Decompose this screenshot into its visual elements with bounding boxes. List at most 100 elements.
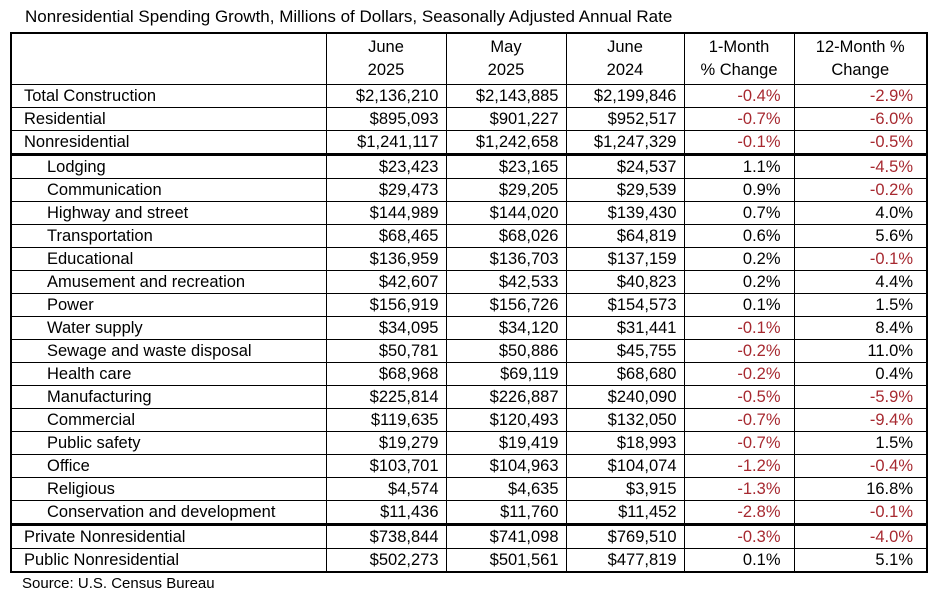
row-label: Manufacturing xyxy=(10,384,327,409)
table-header-row: June 2025 May 2025 June 2024 1-Month % C… xyxy=(10,32,928,85)
spending-table: June 2025 May 2025 June 2024 1-Month % C… xyxy=(10,32,928,573)
amount-cell: $2,143,885 xyxy=(445,83,567,108)
pct-change-cell: -0.2% xyxy=(683,338,795,363)
header-line: 2024 xyxy=(606,60,644,79)
pct-change-cell: -0.4% xyxy=(793,453,928,478)
amount-cell: $144,989 xyxy=(325,200,447,225)
amount-cell: $240,090 xyxy=(565,384,685,409)
column-header-june-2025: June 2025 xyxy=(325,32,447,85)
amount-cell: $4,574 xyxy=(325,476,447,501)
pct-change-cell: -1.3% xyxy=(683,476,795,501)
pct-change-cell: -2.9% xyxy=(793,83,928,108)
amount-cell: $50,886 xyxy=(445,338,567,363)
amount-cell: $18,993 xyxy=(565,430,685,455)
pct-change-cell: -0.4% xyxy=(683,83,795,108)
amount-cell: $64,819 xyxy=(565,223,685,248)
table-row: Religious $4,574 $4,635 $3,915 -1.3% 16.8% xyxy=(10,476,928,501)
row-label: Highway and street xyxy=(10,200,327,225)
pct-change-cell: 0.4% xyxy=(793,361,928,386)
row-label: Private Nonresidential xyxy=(10,523,327,549)
table-row: Highway and street $144,989 $144,020 $139,4… xyxy=(10,200,928,225)
pct-change-cell: 0.9% xyxy=(683,177,795,202)
table-row: Power $156,919 $156,726 $154,573 0.1% 1.5% xyxy=(10,292,928,317)
amount-cell: $139,430 xyxy=(565,200,685,225)
table-row: Public Nonresidential $502,273 $501,561 $47… xyxy=(10,547,928,572)
amount-cell: $19,279 xyxy=(325,430,447,455)
amount-cell: $952,517 xyxy=(565,106,685,131)
page-title: Nonresidential Spending Growth, Millions… xyxy=(25,7,673,26)
pct-change-cell: -0.1% xyxy=(683,315,795,340)
amount-cell: $136,703 xyxy=(445,246,567,271)
amount-cell: $69,119 xyxy=(445,361,567,386)
column-header-12-month-change: 12-Month % Change xyxy=(793,32,928,85)
amount-cell: $154,573 xyxy=(565,292,685,317)
pct-change-cell: 0.7% xyxy=(683,200,795,225)
pct-change-cell: -0.1% xyxy=(793,499,928,526)
amount-cell: $34,120 xyxy=(445,315,567,340)
amount-cell: $45,755 xyxy=(565,338,685,363)
pct-change-cell: 0.1% xyxy=(683,292,795,317)
amount-cell: $40,823 xyxy=(565,269,685,294)
table-row: Amusement and recreation $42,607 $42,533 $4… xyxy=(10,269,928,294)
amount-cell: $1,247,329 xyxy=(565,129,685,156)
pct-change-cell: -2.8% xyxy=(683,499,795,526)
pct-change-cell: 16.8% xyxy=(793,476,928,501)
table-row: Sewage and waste disposal $50,781 $50,886 $… xyxy=(10,338,928,363)
amount-cell: $137,159 xyxy=(565,246,685,271)
pct-change-cell: -0.3% xyxy=(683,523,795,549)
pct-change-cell: -6.0% xyxy=(793,106,928,131)
pct-change-cell: -0.7% xyxy=(683,430,795,455)
amount-cell: $68,026 xyxy=(445,223,567,248)
amount-cell: $477,819 xyxy=(565,547,685,572)
table-row: Conservation and development $11,436 $11,7… xyxy=(10,499,928,526)
amount-cell: $156,726 xyxy=(445,292,567,317)
amount-cell: $501,561 xyxy=(445,547,567,572)
amount-cell: $4,635 xyxy=(445,476,567,501)
column-header-1-month-change: 1-Month % Change xyxy=(683,32,795,85)
pct-change-cell: -0.5% xyxy=(793,129,928,156)
amount-cell: $29,473 xyxy=(325,177,447,202)
header-line: 1-Month xyxy=(708,37,770,56)
pct-change-cell: -0.7% xyxy=(683,106,795,131)
amount-cell: $24,537 xyxy=(565,153,685,179)
amount-cell: $11,452 xyxy=(565,499,685,526)
row-label: Residential xyxy=(10,106,327,131)
amount-cell: $132,050 xyxy=(565,407,685,432)
table-row: Private Nonresidential $738,844 $741,098 $7… xyxy=(10,523,928,549)
row-label: Water supply xyxy=(10,315,327,340)
amount-cell: $68,968 xyxy=(325,361,447,386)
pct-change-cell: -0.2% xyxy=(793,177,928,202)
table-row: Total Construction $2,136,210 $2,143,885 $2… xyxy=(10,83,928,108)
amount-cell: $1,242,658 xyxy=(445,129,567,156)
amount-cell: $19,419 xyxy=(445,430,567,455)
pct-change-cell: 4.4% xyxy=(793,269,928,294)
table-row: Water supply $34,095 $34,120 $31,441 -0.1% 8.… xyxy=(10,315,928,340)
pct-change-cell: -4.0% xyxy=(793,523,928,549)
table-row: Educational $136,959 $136,703 $137,159 0.2% -… xyxy=(10,246,928,271)
amount-cell: $3,915 xyxy=(565,476,685,501)
header-line: June xyxy=(607,37,643,56)
row-label: Public safety xyxy=(10,430,327,455)
amount-cell: $120,493 xyxy=(445,407,567,432)
amount-cell: $901,227 xyxy=(445,106,567,131)
pct-change-cell: -0.5% xyxy=(683,384,795,409)
pct-change-cell: -0.1% xyxy=(793,246,928,271)
amount-cell: $1,241,117 xyxy=(325,129,447,156)
pct-change-cell: 0.1% xyxy=(683,547,795,572)
header-line: 12-Month % xyxy=(815,37,905,56)
row-label: Conservation and development xyxy=(10,499,327,526)
pct-change-cell: 8.4% xyxy=(793,315,928,340)
amount-cell: $119,635 xyxy=(325,407,447,432)
header-line: June xyxy=(368,37,404,56)
pct-change-cell: -1.2% xyxy=(683,453,795,478)
row-label: Educational xyxy=(10,246,327,271)
table-row: Commercial $119,635 $120,493 $132,050 -0.7% -… xyxy=(10,407,928,432)
row-label: Power xyxy=(10,292,327,317)
row-label: Communication xyxy=(10,177,327,202)
table-row: Lodging $23,423 $23,165 $24,537 1.1% -4.5% xyxy=(10,153,928,179)
amount-cell: $104,963 xyxy=(445,453,567,478)
header-line: 2025 xyxy=(367,60,405,79)
pct-change-cell: -0.7% xyxy=(683,407,795,432)
amount-cell: $156,919 xyxy=(325,292,447,317)
